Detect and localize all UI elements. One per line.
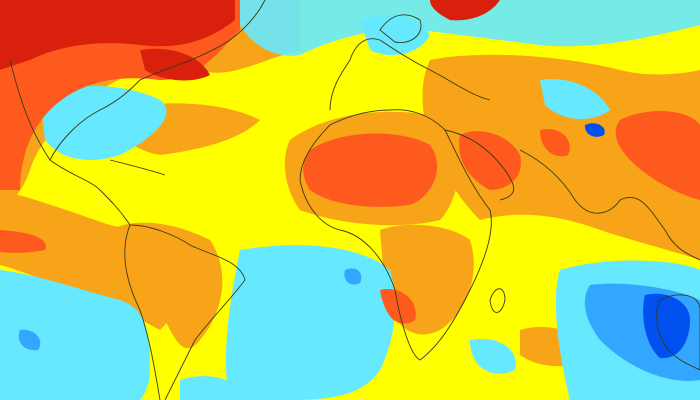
coastlines: [9, 0, 700, 400]
blue-zones: [584, 123, 690, 359]
dark-red-zones: [0, 0, 500, 81]
